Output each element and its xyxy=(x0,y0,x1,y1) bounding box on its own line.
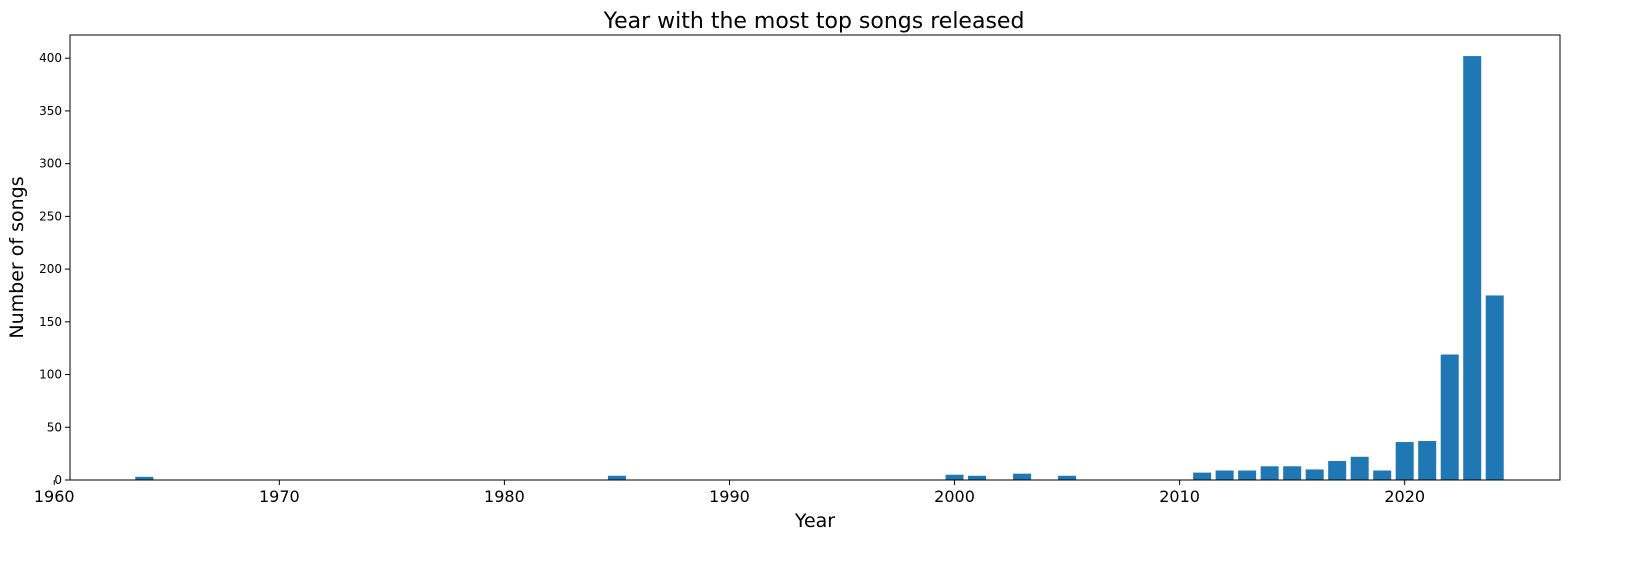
y-axis-label: Number of songs xyxy=(6,176,28,338)
x-tick-label-2010: 2010 xyxy=(1159,487,1200,506)
bar-2003 xyxy=(1013,473,1032,480)
bar-2023 xyxy=(1463,56,1482,480)
bar-series xyxy=(135,56,1504,480)
bar-2024 xyxy=(1485,295,1504,480)
x-tick-label-2020: 2020 xyxy=(1384,487,1425,506)
y-tick-label-300: 300 xyxy=(39,157,62,171)
bar-2001 xyxy=(968,475,987,480)
bar-2012 xyxy=(1215,470,1234,480)
plot-frame xyxy=(69,34,1561,481)
chart-title: Year with the most top songs released xyxy=(603,9,1025,34)
bar-1985 xyxy=(607,475,626,480)
bar-2022 xyxy=(1440,354,1459,480)
bar-2011 xyxy=(1193,472,1212,480)
y-tick-label-50: 50 xyxy=(47,420,62,434)
x-axis: 1960 1970 1980 1990 2000 2010 2020 xyxy=(34,480,1425,506)
y-tick-label-400: 400 xyxy=(39,51,62,65)
bar-1964 xyxy=(135,476,154,480)
bar-2015 xyxy=(1283,466,1302,480)
bar-2014 xyxy=(1260,466,1279,480)
bar-2000 xyxy=(945,474,964,480)
x-tick-label-1990: 1990 xyxy=(709,487,750,506)
y-tick-label-0: 0 xyxy=(54,473,62,487)
y-tick-label-200: 200 xyxy=(39,262,62,276)
x-tick-label-2000: 2000 xyxy=(934,487,975,506)
x-tick-label-1960: 1960 xyxy=(34,487,75,506)
x-axis-label: Year xyxy=(794,510,835,532)
bar-2013 xyxy=(1238,470,1257,480)
bar-2019 xyxy=(1373,470,1392,480)
y-tick-label-250: 250 xyxy=(39,209,62,223)
bar-2016 xyxy=(1305,469,1324,480)
bar-2021 xyxy=(1418,440,1437,480)
bar-2020 xyxy=(1395,442,1414,480)
y-tick-label-100: 100 xyxy=(39,368,62,382)
bar-2005 xyxy=(1058,475,1077,480)
bar-2018 xyxy=(1350,456,1369,480)
y-tick-label-350: 350 xyxy=(39,104,62,118)
x-tick-label-1980: 1980 xyxy=(484,487,525,506)
x-tick-label-1970: 1970 xyxy=(259,487,300,506)
y-axis: 0 50 100 150 200 250 300 350 400 xyxy=(39,51,70,487)
y-tick-label-150: 150 xyxy=(39,315,62,329)
bar-2017 xyxy=(1328,461,1347,480)
